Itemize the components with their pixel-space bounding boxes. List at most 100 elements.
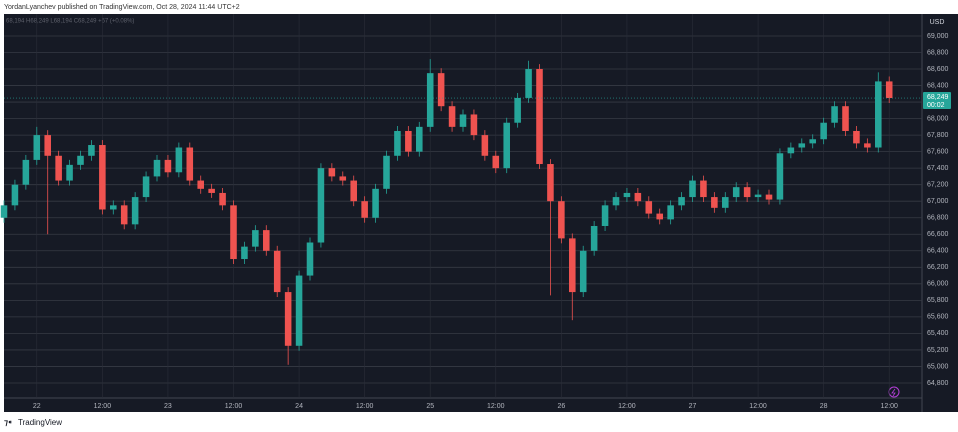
time-tick-label: 12:00 [356, 403, 374, 410]
alert-icon-bolt [891, 388, 896, 397]
time-tick-label: 12:00 [749, 403, 767, 410]
candle-body [787, 147, 795, 154]
price-tick-label: 67,000 [927, 198, 949, 205]
candle-body [120, 205, 128, 225]
candle-body [273, 250, 281, 293]
last-price-label: 68,249 [927, 94, 949, 101]
candle-body [383, 155, 390, 189]
time-tick-label: 28 [820, 403, 828, 410]
candle-body [514, 97, 521, 123]
time-tick-label: 25 [426, 403, 434, 410]
candle-body [416, 126, 423, 152]
candle-body [459, 114, 467, 127]
price-tick-label: 68,800 [927, 49, 949, 56]
time-tick-label: 24 [295, 403, 303, 410]
price-tick-label: 64,800 [927, 380, 949, 387]
time-tick-label: 23 [164, 403, 172, 410]
candle-body [492, 155, 500, 169]
candle-body [645, 201, 653, 214]
time-tick-label: 12:00 [880, 403, 898, 410]
price-tick-label: 69,000 [927, 33, 949, 40]
candle-body [590, 225, 598, 251]
candle-body [186, 147, 194, 181]
candle-body [263, 230, 270, 251]
price-tick-label: 67,400 [927, 165, 949, 172]
candle-body [470, 114, 478, 136]
candle-body [77, 155, 84, 165]
candle-body [481, 135, 489, 156]
candle-body [722, 197, 729, 208]
candle-body [295, 275, 303, 346]
countdown-label: 00:02 [927, 102, 945, 109]
price-tick-label: 67,200 [927, 182, 949, 189]
logo-mark: ⁊⁌ [4, 418, 12, 427]
candle-body [22, 159, 30, 185]
candle-body [241, 246, 248, 260]
candle-body [536, 69, 543, 165]
candle-body [44, 135, 51, 156]
candle-body [689, 180, 696, 198]
candle-body [754, 194, 762, 198]
price-tick-label: 65,000 [927, 363, 949, 370]
time-tick-label: 12:00 [225, 403, 243, 410]
time-tick-label: 12:00 [487, 403, 505, 410]
candle-body [743, 187, 751, 198]
legend-text: 68,194 H68,249 L68,194 C68,249 +57 (+0.0… [6, 19, 134, 25]
candle-body [798, 143, 806, 148]
candle-body [306, 242, 314, 276]
candle-body [317, 168, 325, 243]
candle-body [569, 238, 576, 293]
last-price-box [923, 92, 951, 110]
candle-body [350, 180, 357, 202]
candle-body [131, 197, 139, 225]
candle-body [328, 168, 336, 177]
candle-body [197, 180, 204, 189]
price-tick-label: 65,200 [927, 347, 949, 354]
candle-body [732, 187, 740, 198]
candle-body [875, 81, 882, 148]
candle-body [656, 213, 663, 220]
candle-body [361, 201, 368, 218]
candle-body [110, 205, 117, 210]
price-tick-label: 65,800 [927, 297, 949, 304]
candle-body [579, 250, 587, 293]
candle-body [558, 201, 565, 239]
candle-body [809, 139, 816, 144]
candle-body [547, 164, 554, 202]
time-tick-label: 27 [689, 403, 697, 410]
header: YordanLyanchev published on TradingView.… [4, 4, 240, 11]
candle-body [426, 73, 434, 127]
footer: TradingView [18, 418, 62, 427]
candle-body [175, 147, 183, 173]
candle-body [448, 106, 456, 127]
candle-body [230, 205, 237, 260]
price-tick-label: 66,400 [927, 248, 949, 255]
candle-body [525, 69, 532, 98]
candle-body [700, 180, 707, 198]
candle-body [437, 73, 445, 107]
candle-body [164, 159, 172, 173]
price-tick-label: 68,000 [927, 115, 949, 122]
candle-body [219, 192, 226, 206]
candle-body [885, 81, 893, 99]
candle-body [0, 205, 8, 218]
candle-body [601, 205, 609, 226]
candle-body [339, 176, 347, 181]
candle-body [66, 164, 73, 181]
chart-background [4, 14, 958, 412]
price-tick-label: 65,600 [927, 314, 949, 321]
candle-body [208, 188, 215, 193]
candle-body [623, 192, 631, 198]
candle-body [142, 176, 150, 198]
candle-body [55, 155, 62, 181]
candle-body [678, 197, 685, 206]
candle-body [634, 192, 642, 202]
candle-body [776, 153, 784, 200]
candle-body [612, 197, 620, 206]
candle-body [88, 145, 95, 156]
candle-body [765, 194, 773, 200]
time-tick-label: 12:00 [618, 403, 636, 410]
price-tick-label: 66,000 [927, 281, 949, 288]
price-tick-label: 66,800 [927, 215, 949, 222]
